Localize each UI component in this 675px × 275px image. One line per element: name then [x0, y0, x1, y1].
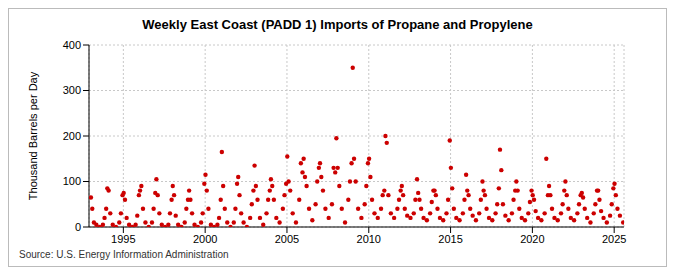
- svg-text:0: 0: [75, 221, 81, 233]
- svg-text:Thousand Barrels per Day: Thousand Barrels per Day: [27, 71, 39, 200]
- svg-text:1995: 1995: [111, 233, 135, 245]
- svg-text:200: 200: [63, 130, 81, 142]
- svg-text:100: 100: [63, 175, 81, 187]
- svg-text:2025: 2025: [602, 233, 626, 245]
- svg-text:2010: 2010: [357, 233, 381, 245]
- svg-text:300: 300: [63, 84, 81, 96]
- html-text:Weekly East Coast (PADD 1) Imp: Weekly East Coast (PADD 1) Imports of Pr…: [142, 17, 533, 32]
- svg-text:400: 400: [63, 39, 81, 51]
- svg-text:2000: 2000: [193, 233, 217, 245]
- html-text:Source: U.S. Energy Informatio: Source: U.S. Energy Information Administ…: [19, 249, 229, 260]
- svg-text:2005: 2005: [275, 233, 299, 245]
- svg-text:2015: 2015: [438, 233, 462, 245]
- svg-text:2020: 2020: [520, 233, 544, 245]
